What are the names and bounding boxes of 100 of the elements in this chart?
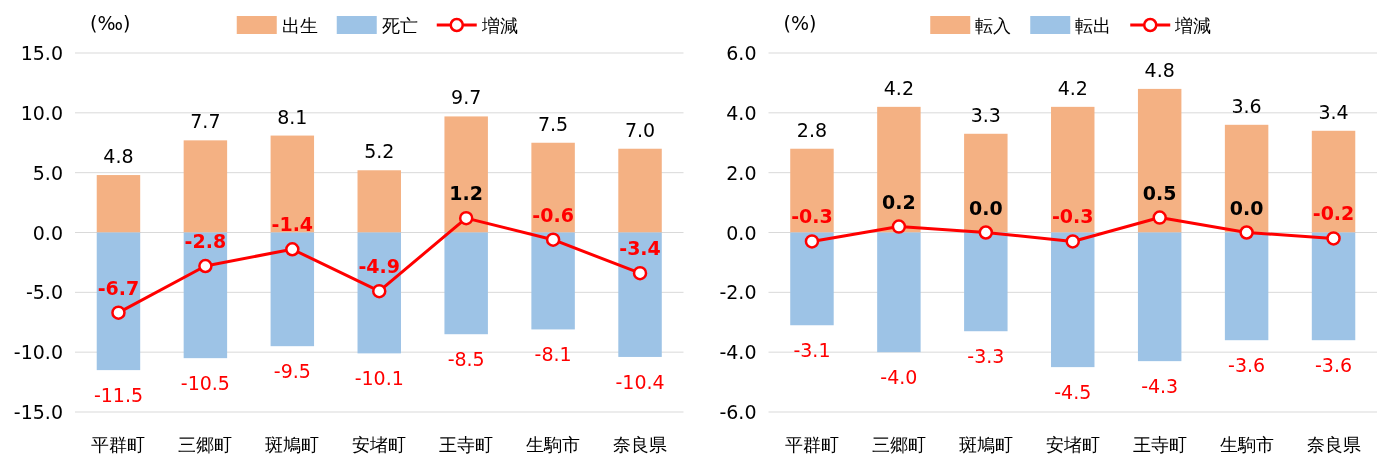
data-label: -8.5 [447,348,485,371]
bar [964,133,1008,233]
x-tick-label: 奈良県 [1306,434,1361,455]
data-label: -10.5 [180,372,230,395]
point [1152,210,1167,225]
y-tick-label: 6.0 [726,42,757,64]
bar [444,116,488,233]
x-tick-label: 斑鳩町 [265,434,320,455]
y-tick-label: 10.0 [20,101,63,124]
bar [270,135,315,233]
data-label: -1.4 [271,213,314,236]
data-label: 0.2 [882,190,916,213]
y-tick-label: 0.0 [32,221,63,244]
legend-label: 増減 [1174,15,1212,36]
point [1326,231,1341,246]
point [891,219,907,234]
data-label: -4.3 [1141,375,1179,398]
data-label: 0.0 [968,196,1003,219]
legend-label: 転入 [975,15,1012,36]
bar [1137,88,1182,233]
data-label: 2.8 [796,118,828,141]
point [372,283,387,299]
data-label: -0.3 [1051,205,1094,228]
data-label: -11.5 [93,384,144,407]
data-label: 3.6 [1231,94,1262,117]
bar [1051,106,1095,233]
bar [1051,232,1095,368]
point [198,258,213,274]
point [804,234,820,249]
data-label: -4.0 [880,366,918,389]
y-tick-label: -5.0 [25,281,63,304]
bar [1224,124,1269,233]
point [1239,225,1254,240]
data-label: 4.2 [883,76,914,99]
data-label: 7.7 [190,110,221,133]
data-label: -3.1 [793,339,831,362]
bar [357,170,401,233]
data-label: -4.9 [358,255,401,278]
data-label: 1.2 [449,182,484,205]
bar [1311,130,1356,233]
data-label: -0.3 [791,205,833,228]
data-label: -3.6 [1228,354,1266,377]
bar [877,106,921,233]
bar [444,232,488,335]
bar [1224,232,1269,341]
data-label: -3.6 [1315,354,1353,377]
y-tick-label: 0.0 [726,221,757,244]
data-label: -0.2 [1312,202,1355,225]
x-tick-label: 安堵町 [352,434,407,455]
data-label: -10.1 [354,367,404,390]
y-tick-label: 4.0 [726,101,757,124]
data-label: 4.2 [1057,76,1088,99]
x-tick-label: 王寺町 [439,434,494,455]
data-label: -6.7 [97,276,140,299]
data-label: 3.4 [1318,100,1349,123]
bar [1311,232,1356,341]
data-label: -3.4 [619,237,661,260]
bar [964,232,1008,332]
y-tick-label: -10.0 [13,341,63,364]
bar [790,148,834,233]
x-tick-label: 生駒市 [1219,434,1274,455]
data-label: 4.8 [1144,58,1175,81]
bar [1137,232,1182,362]
bar [183,140,228,233]
bar [531,232,575,330]
x-tick-label: 斑鳩町 [958,434,1013,455]
data-label: 8.1 [277,105,308,128]
x-tick-label: 安堵町 [1045,434,1100,455]
point [1065,234,1080,249]
data-label: -10.4 [615,370,665,393]
point [632,265,648,281]
data-label: 9.7 [451,86,482,109]
x-tick-label: 平群町 [91,434,146,455]
data-label: -8.1 [534,343,572,366]
x-tick-label: 三郷町 [871,434,926,455]
bar [96,232,141,371]
data-label: 4.8 [103,145,134,168]
point [545,232,561,247]
x-tick-label: 生駒市 [526,434,581,455]
legend-label: 死亡 [381,15,418,36]
bar [790,232,834,326]
y-tick-label: -15.0 [13,401,63,423]
y-axis-title: (‰) [90,12,131,34]
legend-label: 増減 [480,15,518,36]
x-tick-label: 王寺町 [1132,434,1187,455]
data-label: -3.3 [967,345,1005,368]
data-label: 3.3 [970,103,1001,126]
data-label: -4.5 [1054,381,1092,404]
data-label: 7.0 [624,118,656,141]
y-tick-label: -2.0 [719,281,757,304]
data-label: 7.5 [538,112,569,135]
legend-label: 転出 [1075,15,1112,36]
bar [618,232,662,357]
y-tick-label: -6.0 [719,401,757,423]
data-label: 0.5 [1142,181,1177,204]
point [285,242,300,257]
legend-label: 出生 [281,15,318,36]
data-label: -9.5 [273,360,311,383]
y-tick-label: -4.0 [719,341,757,364]
point [458,210,474,226]
